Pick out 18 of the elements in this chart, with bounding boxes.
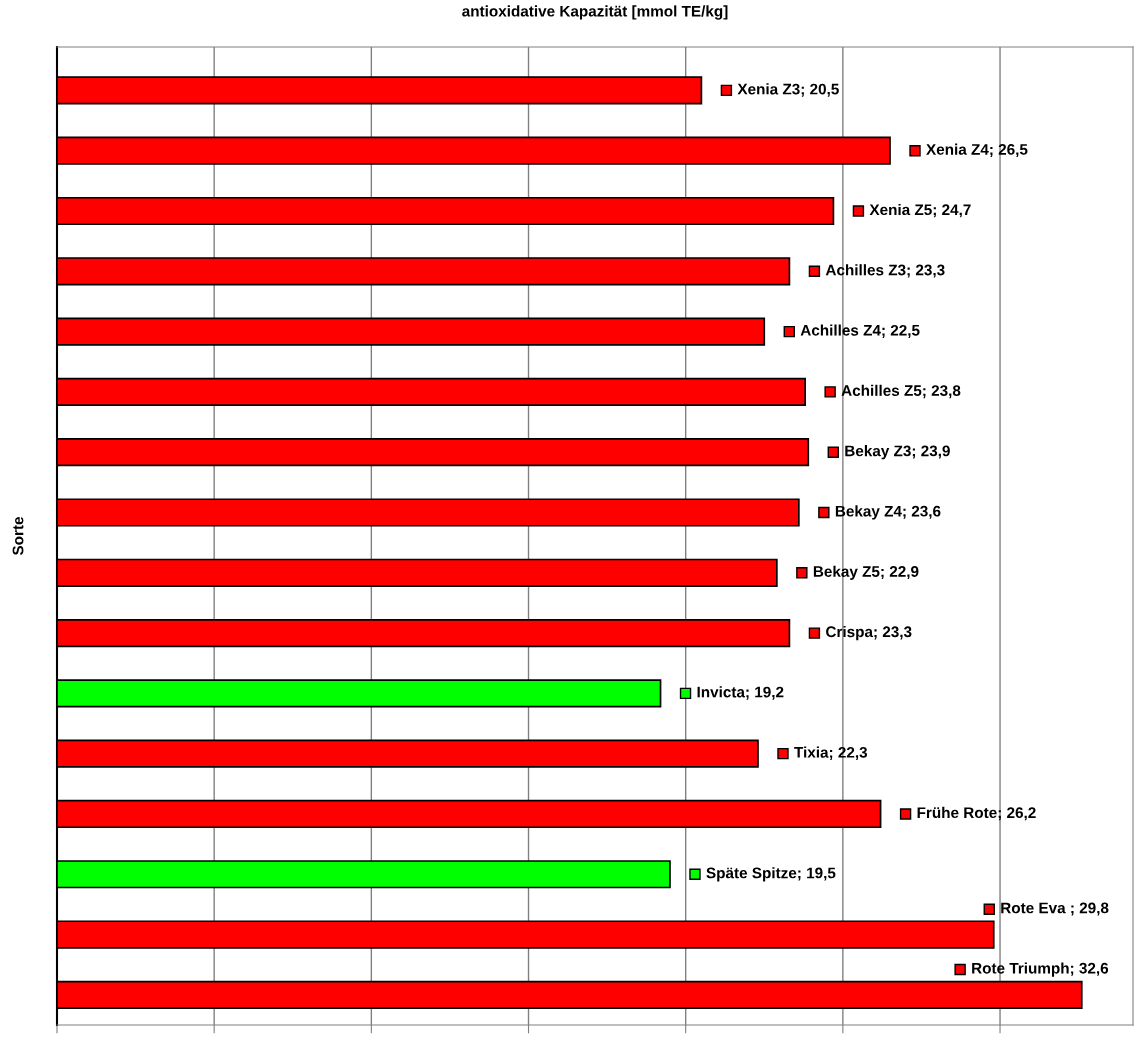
y-axis-title: Sorte <box>12 516 24 556</box>
data-label: Achilles Z5; 23,8 <box>841 384 961 399</box>
data-label: Bekay Z4; 23,6 <box>835 505 941 520</box>
data-label: Bekay Z3; 23,9 <box>845 445 950 460</box>
data-label: Späte Spitze; 19,5 <box>706 867 836 882</box>
data-label: Rote Eva ; 29,8 <box>1001 902 1109 916</box>
chart-title: antioxidative Kapazität [mmol TE/kg] <box>462 5 728 20</box>
data-label: Tixia; 22,3 <box>794 746 868 760</box>
data-label: Achilles Z3; 23,3 <box>825 264 945 278</box>
data-label: Rote Triumph; 32,6 <box>972 962 1109 977</box>
data-label: Achilles Z4; 22,5 <box>800 324 920 338</box>
data-label: Crispa; 23,3 <box>826 625 912 641</box>
data-label: Invicta; 19,2 <box>697 686 784 700</box>
data-label: Frühe Rote; 26,2 <box>917 806 1036 821</box>
data-label: Xenia Z4; 26,5 <box>926 143 1028 158</box>
data-label: Xenia Z5; 24,7 <box>869 203 971 218</box>
data-label: Xenia Z3; 20,5 <box>737 83 839 97</box>
data-label: Bekay Z5; 22,9 <box>813 565 919 580</box>
